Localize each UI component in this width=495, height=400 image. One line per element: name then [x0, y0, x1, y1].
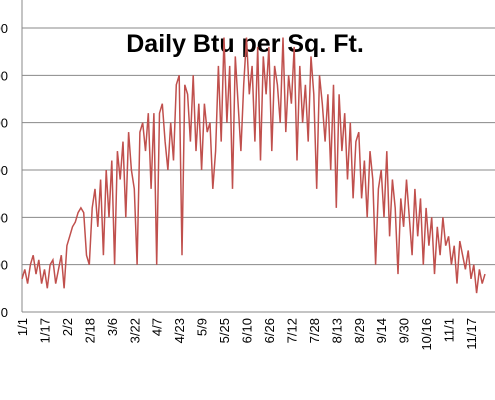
- y-tick-label: 500: [0, 258, 8, 273]
- x-tick-label: 6/10: [240, 318, 255, 343]
- x-tick-label: 1/1: [15, 318, 30, 336]
- y-tick-label: 1000: [0, 210, 8, 225]
- x-tick-label: 5/25: [217, 318, 232, 343]
- x-tick-label: 11/1: [442, 318, 457, 342]
- x-tick-label: 8/13: [329, 318, 344, 343]
- x-tick-label: 4/7: [150, 318, 165, 336]
- x-tick-label: 6/26: [262, 318, 277, 343]
- x-tick-label: 2/2: [60, 318, 75, 336]
- x-tick-label: 3/22: [127, 318, 142, 343]
- x-tick-label: 9/30: [397, 318, 412, 343]
- x-tick-label: 4/23: [172, 318, 187, 343]
- x-tick-label: 8/29: [352, 318, 367, 343]
- y-tick-label: 2500: [0, 68, 8, 83]
- x-tick-label: 7/12: [284, 318, 299, 343]
- y-tick-label: 3000: [0, 21, 8, 36]
- x-tick-label: 1/17: [37, 318, 52, 343]
- x-tick-label: 11/17: [464, 318, 479, 350]
- x-tick-label: 2/18: [82, 318, 97, 343]
- y-tick-label: 1500: [0, 163, 8, 178]
- x-tick-label: 3/6: [105, 318, 120, 336]
- x-tick-label: 9/14: [374, 318, 389, 343]
- x-tick-label: 10/16: [419, 318, 434, 351]
- x-tick-label: 7/28: [307, 318, 322, 343]
- x-tick-label: 5/9: [195, 318, 210, 336]
- y-tick-label: 2000: [0, 116, 8, 131]
- data-line: [21, 37, 486, 294]
- y-tick-label: 0: [1, 305, 8, 320]
